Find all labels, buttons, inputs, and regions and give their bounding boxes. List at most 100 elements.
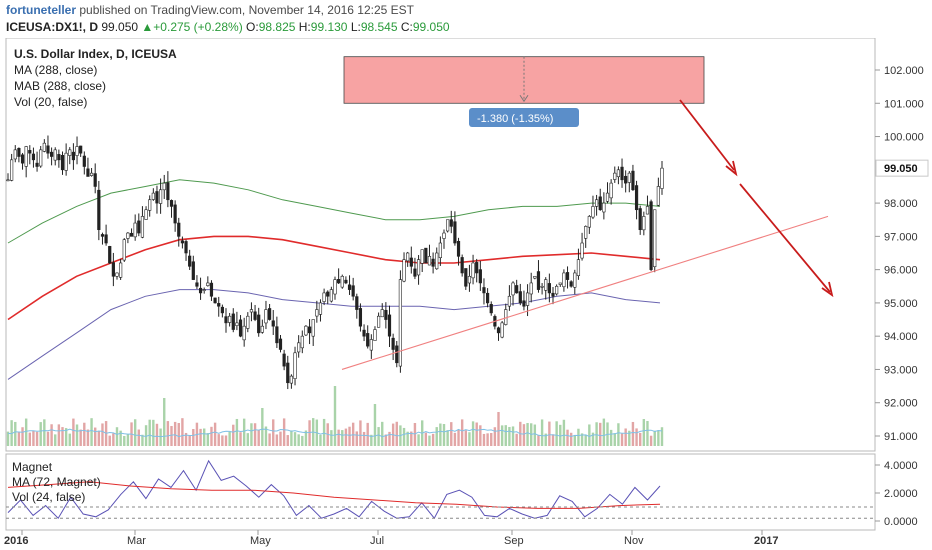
volume-bar (213, 422, 217, 446)
candle-body (271, 320, 275, 327)
candle-body (649, 201, 653, 270)
volume-bar (566, 429, 569, 446)
candle-body (634, 185, 639, 211)
volume-bar (373, 404, 377, 446)
candle-body (446, 219, 450, 232)
volume-bar (504, 425, 507, 446)
volume-bar (573, 435, 576, 446)
candle-body (656, 186, 660, 206)
candle-body (144, 209, 148, 220)
volume-bar (39, 422, 42, 446)
symbol-label[interactable]: ICEUSA:DX1!, D (6, 20, 99, 34)
candle-body (137, 220, 141, 234)
forecast-arrowhead-1 (725, 160, 738, 177)
volume-bar (152, 419, 155, 446)
time-tick-label: 2017 (754, 535, 778, 547)
volume-bar (526, 423, 529, 446)
volume-bar (83, 422, 86, 446)
volume-bar (210, 426, 213, 446)
candle-body (587, 216, 591, 228)
forecast-arrowhead-2 (821, 281, 834, 298)
volume-bar (61, 427, 64, 446)
volume-bar (43, 419, 46, 446)
forecast-arrow-1 (679, 99, 735, 171)
volume-bar (620, 433, 624, 446)
price-tick-label: 91.000 (884, 431, 918, 443)
volume-bar (141, 434, 144, 446)
volume-bar (21, 427, 24, 446)
candle-body (293, 352, 297, 379)
volume-bar (653, 430, 656, 446)
candle-body (584, 226, 588, 239)
magnet-tick-label: 4.0000 (884, 460, 918, 472)
candle-body (471, 262, 475, 279)
candle-body (351, 285, 355, 297)
candle-body (544, 279, 548, 291)
candle-body (340, 275, 344, 288)
author-link[interactable]: fortuneteller (6, 3, 77, 17)
volume-bar (155, 423, 159, 446)
candle-body (202, 289, 206, 291)
candle-body (311, 319, 315, 337)
candle-body (111, 262, 115, 277)
measure-label-box (469, 108, 579, 127)
volume-bar (17, 431, 21, 446)
candle-body (522, 300, 526, 307)
candle-body (475, 262, 479, 274)
candle-body (391, 337, 395, 350)
volume-bar (460, 419, 464, 446)
volume-bar (330, 430, 333, 446)
volume-bar (482, 433, 486, 446)
volume-bar (261, 408, 264, 446)
volume-bar (257, 429, 260, 446)
magnet-line (7, 459, 661, 520)
candle-body (209, 282, 214, 297)
candle-body (249, 309, 254, 313)
volume-bar (646, 421, 649, 446)
volume-bar (293, 432, 297, 446)
volume-bar (522, 424, 526, 446)
candle-body (315, 309, 319, 317)
low-label: L: (350, 20, 361, 34)
volume-bar (446, 430, 449, 446)
volume-bar (177, 423, 180, 446)
indicator-lines (7, 179, 661, 520)
candle-body (620, 166, 624, 181)
volume-bar (304, 430, 308, 446)
candle-body (515, 285, 519, 294)
volume-bar (559, 424, 562, 446)
price-tick-label: 95.000 (884, 298, 918, 310)
volume-bar (126, 434, 130, 446)
volume-bar (282, 418, 286, 446)
candle-body (613, 172, 617, 180)
chart-canvas[interactable]: -1.380 (-1.35%) 102.000 101.000 100.000 98.… (0, 38, 932, 550)
volume-bar (54, 434, 57, 446)
candle-body (246, 315, 250, 329)
volume-bar (453, 432, 457, 446)
candle-body (638, 208, 642, 231)
volume-ma (7, 428, 663, 438)
candle-body (416, 259, 421, 276)
candle-body (155, 191, 159, 204)
volume-bar (588, 424, 591, 446)
candle-body (438, 242, 442, 258)
sub-legend-item: Vol (24, false) (12, 490, 85, 504)
candle-body (198, 287, 203, 294)
volume-bar (290, 430, 293, 446)
candle-body (238, 319, 243, 337)
candle-body (398, 279, 403, 367)
candle-body (191, 261, 195, 280)
candle-body (282, 353, 286, 367)
candle-body (355, 296, 359, 310)
volume-bar (242, 418, 246, 446)
volume-bar (79, 429, 82, 446)
candle-body (108, 246, 112, 264)
close-label: C: (400, 20, 413, 34)
candle-body (46, 145, 50, 154)
time-tick-label: Sep (504, 535, 524, 547)
candle-body (427, 256, 432, 266)
volume-bar (628, 430, 631, 446)
candle-body (140, 216, 145, 238)
measure-arrow (519, 94, 529, 103)
candle-body (89, 172, 94, 176)
